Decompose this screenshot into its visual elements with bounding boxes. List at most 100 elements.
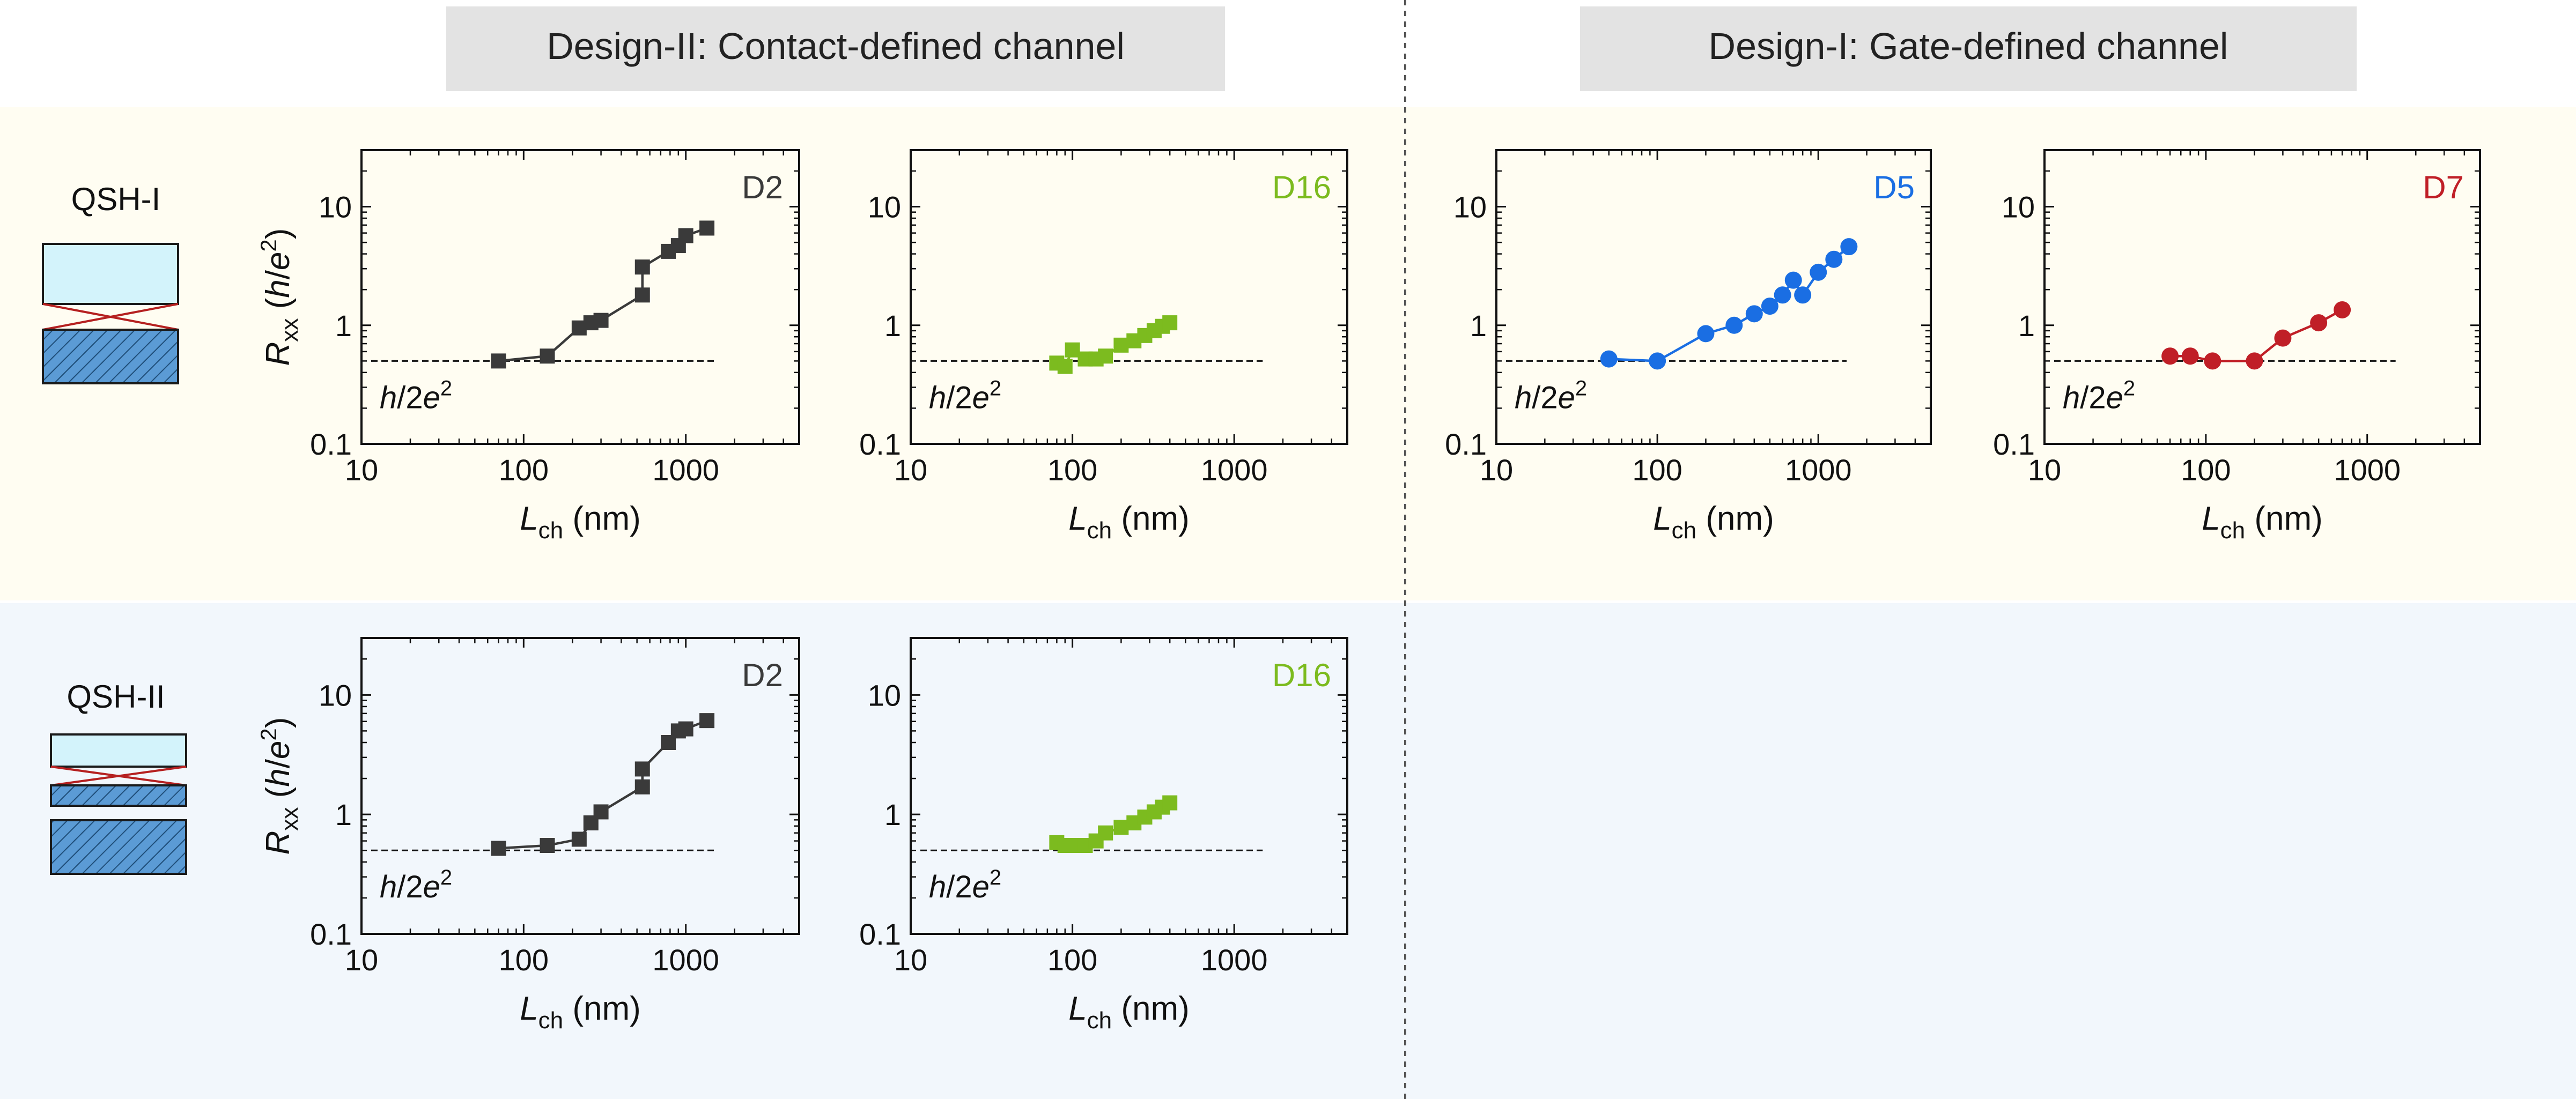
design1-header: Design-I: Gate-defined channel <box>1709 25 2228 67</box>
data-point <box>1649 352 1666 370</box>
data-point <box>1065 342 1080 358</box>
reference-label: h/2e2 <box>2063 376 2135 415</box>
y-tick-label: 10 <box>319 678 352 712</box>
x-label-unit: (nm) <box>1112 990 1190 1027</box>
reference-label: h/2e2 <box>380 866 452 904</box>
reference-label-e: e <box>972 380 990 415</box>
y-tick-label: 10 <box>319 190 352 224</box>
y-tick-label: 1 <box>335 309 352 343</box>
row2-background <box>0 603 2576 1099</box>
y-tick-label: 1 <box>2018 309 2035 343</box>
reference-label: h/2e2 <box>1515 376 1587 415</box>
x-label-sub: ch <box>1087 1007 1112 1034</box>
reference-label-exp: 2 <box>990 866 1001 889</box>
data-point <box>2310 314 2328 332</box>
data-point <box>699 713 715 729</box>
y-label-e: e <box>260 741 297 759</box>
x-axis-label: Lch (nm) <box>520 990 641 1034</box>
chart-panel-qsh1-d7: 10 100 1000 0.1 1 10 h/2e2 D7 Lch (nm) <box>1993 149 2481 544</box>
plot-frame <box>910 637 1348 935</box>
reference-label-h: h <box>929 870 946 904</box>
data-point <box>1725 316 1743 334</box>
row1-label: QSH-I <box>71 181 161 217</box>
x-tick-label: 10 <box>894 453 927 487</box>
x-label-unit: (nm) <box>563 500 641 537</box>
reference-label-e: e <box>2106 380 2123 415</box>
chart-panel-qsh1-d5: 10 100 1000 0.1 1 10 h/2e2 D5 Lch (nm) <box>1445 149 1932 544</box>
x-label-main: L <box>2202 500 2220 537</box>
reference-label-e: e <box>423 380 440 415</box>
y-tick-label: 0.1 <box>859 427 901 461</box>
data-point <box>1794 286 1812 304</box>
device-label: D7 <box>2423 169 2464 205</box>
y-tick-label: 0.1 <box>1445 427 1487 461</box>
qsh2-schematic <box>50 733 187 875</box>
x-label-unit: (nm) <box>1696 500 1774 537</box>
reference-label: h/2e2 <box>929 376 1001 415</box>
reference-label: h/2e2 <box>929 866 1001 904</box>
x-tick-label: 100 <box>1632 453 1682 487</box>
data-point <box>2181 347 2199 365</box>
plot-frame <box>360 149 800 445</box>
data-point <box>1065 838 1080 853</box>
y-axis-label: Rxx (h/e2) <box>256 228 303 366</box>
x-label-unit: (nm) <box>2245 500 2323 537</box>
data-point <box>1840 238 1858 256</box>
chart-panel-qsh2-d16: 10 100 1000 0.1 1 10 h/2e2 D16 Lch (nm) <box>859 637 1348 1034</box>
y-label-main: R <box>260 342 297 366</box>
y-label-main: R <box>260 831 297 855</box>
x-label-sub: ch <box>1672 517 1696 544</box>
reference-label-mid: /2 <box>946 870 972 904</box>
data-point <box>634 779 650 794</box>
x-label-sub: ch <box>538 517 563 544</box>
design1-header-box <box>1580 6 2357 91</box>
data-point <box>1784 271 1802 289</box>
x-tick-label: 1000 <box>2334 453 2401 487</box>
reference-label-exp: 2 <box>440 376 452 400</box>
x-label-main: L <box>1653 500 1671 537</box>
data-point <box>593 313 609 328</box>
plot-frame <box>2043 149 2481 445</box>
x-axis-label: Lch (nm) <box>1653 500 1774 544</box>
data-point <box>1774 286 1791 304</box>
y-tick-label: 10 <box>868 678 901 712</box>
y-tick-label: 1 <box>335 798 352 831</box>
device-label: D2 <box>742 657 783 693</box>
chart-panel-qsh1-d16: 10 100 1000 0.1 1 10 h/2e2 D16 Lch (nm) <box>859 149 1348 544</box>
data-point <box>2204 352 2221 370</box>
x-axis-label: Lch (nm) <box>1068 990 1190 1034</box>
data-point <box>2274 329 2292 347</box>
x-label-main: L <box>520 500 538 537</box>
x-tick-label: 1000 <box>1201 453 1268 487</box>
reference-label-mid: /2 <box>1532 380 1558 415</box>
y-tick-label: 0.1 <box>1993 427 2035 461</box>
y-label-open: ( <box>260 298 297 318</box>
device-label: D16 <box>1272 169 1331 205</box>
y-label-close: ) <box>260 717 297 729</box>
y-label-close: ) <box>260 228 297 240</box>
x-tick-label: 10 <box>345 453 378 487</box>
data-point <box>634 259 650 275</box>
plot-frame <box>1495 149 1932 445</box>
plot-frame <box>910 149 1348 445</box>
data-point <box>1162 795 1178 811</box>
x-tick-label: 10 <box>1480 453 1513 487</box>
y-tick-label: 1 <box>884 309 901 343</box>
x-tick-label: 100 <box>1047 943 1097 977</box>
y-axis-label: Rxx (h/e2) <box>256 717 303 855</box>
data-point <box>1697 325 1715 343</box>
data-point <box>1162 315 1178 331</box>
reference-label-exp: 2 <box>1575 376 1587 400</box>
x-label-unit: (nm) <box>1112 500 1190 537</box>
y-tick-label: 10 <box>2002 190 2035 224</box>
data-point <box>634 287 650 303</box>
y-label-h: h <box>260 279 297 298</box>
device-label: D2 <box>742 169 783 205</box>
data-point <box>678 721 693 737</box>
x-label-sub: ch <box>1087 517 1112 544</box>
x-label-sub: ch <box>538 1007 563 1034</box>
data-point <box>1600 350 1618 368</box>
data-point <box>1057 359 1073 374</box>
x-tick-label: 100 <box>499 943 549 977</box>
